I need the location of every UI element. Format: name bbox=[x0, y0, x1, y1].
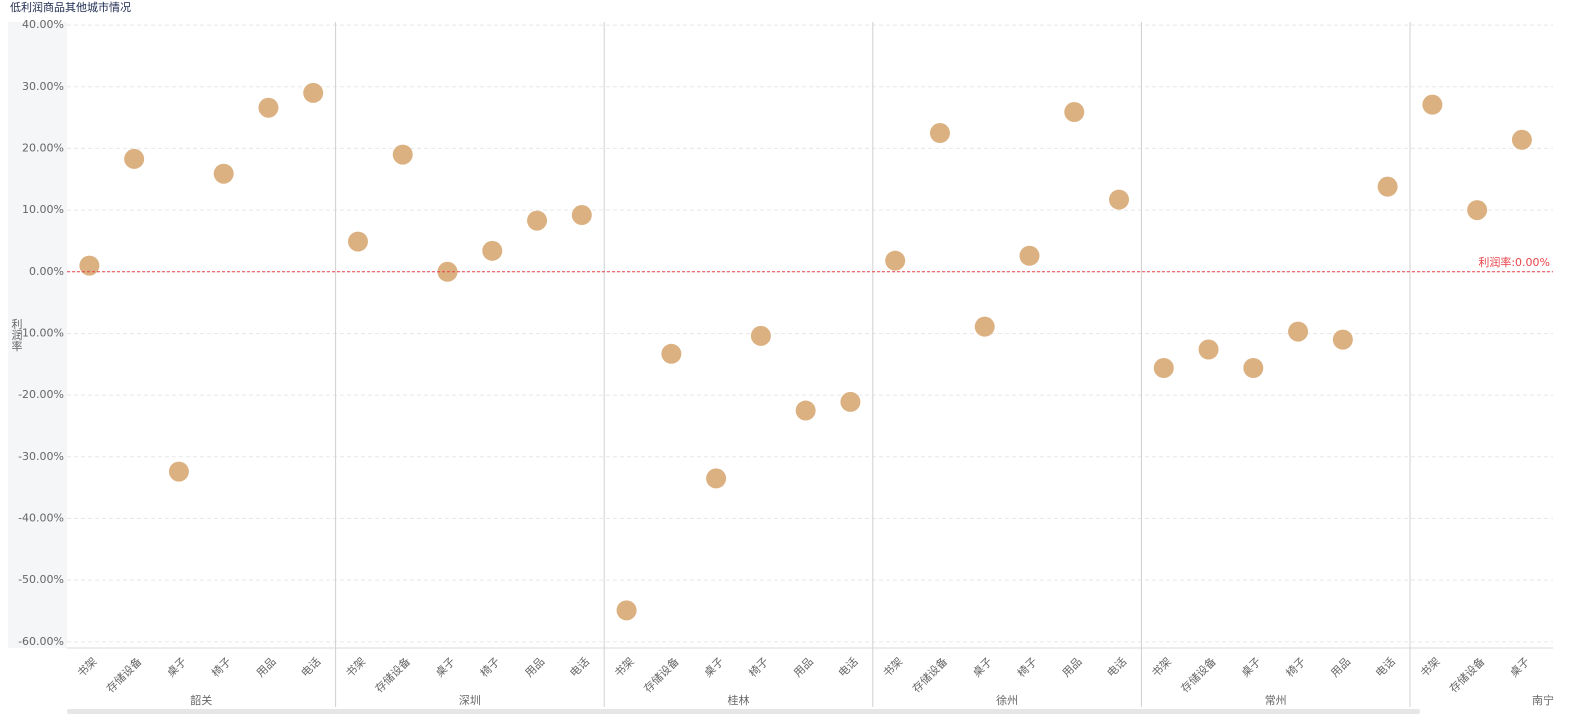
dot bbox=[258, 97, 279, 118]
x-tick-label: 用品 bbox=[1328, 655, 1353, 680]
x-tick-label: 书架 bbox=[1149, 655, 1174, 680]
x-tick-label: 椅子 bbox=[1283, 654, 1308, 679]
dot bbox=[1153, 357, 1174, 378]
dot bbox=[1511, 129, 1532, 150]
dot bbox=[661, 343, 682, 364]
x-tick-label: 桌子 bbox=[433, 655, 458, 680]
x-tick-label: 存储设备 bbox=[1178, 654, 1219, 695]
x-tick-label: 电话 bbox=[567, 655, 592, 680]
dot bbox=[124, 148, 145, 169]
dot bbox=[1377, 176, 1398, 197]
dot bbox=[347, 231, 368, 252]
x-tick-label: 书架 bbox=[612, 655, 637, 680]
x-tick-label: 存储设备 bbox=[103, 654, 144, 695]
y-tick-label: -40.00% bbox=[18, 511, 64, 524]
x-tick-label: 电话 bbox=[1373, 655, 1398, 680]
dot bbox=[1243, 357, 1264, 378]
group-label: 徐州 bbox=[996, 693, 1018, 707]
x-tick-label: 存储设备 bbox=[372, 654, 413, 695]
dot bbox=[213, 163, 234, 184]
dot bbox=[482, 240, 503, 261]
group-label: 桂林 bbox=[728, 693, 750, 707]
y-axis-label: 利润率 bbox=[10, 318, 23, 352]
x-tick-label: 桌子 bbox=[970, 655, 995, 680]
dot bbox=[1064, 102, 1085, 123]
dot bbox=[1332, 329, 1353, 350]
x-tick-label: 桌子 bbox=[164, 655, 189, 680]
x-tick-label: 桌子 bbox=[1507, 655, 1532, 680]
dot bbox=[706, 468, 727, 489]
x-tick-label: 桌子 bbox=[702, 655, 727, 680]
x-tick-label: 书架 bbox=[75, 655, 100, 680]
dot bbox=[1198, 339, 1219, 360]
dot bbox=[929, 123, 950, 144]
x-tick-label: 椅子 bbox=[746, 654, 771, 679]
dot bbox=[795, 400, 816, 421]
y-tick-label: 0.00% bbox=[29, 265, 64, 278]
x-tick-label: 书架 bbox=[1418, 655, 1443, 680]
group-label: 深圳 bbox=[459, 694, 481, 707]
y-tick-label: 20.00% bbox=[22, 141, 64, 154]
dot bbox=[571, 205, 592, 226]
dot bbox=[392, 144, 413, 165]
dot bbox=[974, 316, 995, 337]
dot bbox=[1019, 245, 1040, 266]
x-tick-label: 椅子 bbox=[1014, 654, 1039, 679]
dot bbox=[616, 600, 637, 621]
x-tick-label: 用品 bbox=[1060, 655, 1085, 680]
x-tick-label: 电话 bbox=[299, 655, 324, 680]
scrollbar[interactable] bbox=[67, 709, 1420, 714]
dot bbox=[1467, 200, 1488, 221]
x-tick-label: 电话 bbox=[1105, 655, 1130, 680]
dot bbox=[1422, 94, 1443, 115]
x-tick-label: 书架 bbox=[343, 655, 368, 680]
dot bbox=[168, 461, 189, 482]
x-tick-label: 存储设备 bbox=[1446, 654, 1487, 695]
y-axis-panel bbox=[8, 22, 67, 648]
x-tick-label: 用品 bbox=[791, 655, 816, 680]
x-tick-label: 桌子 bbox=[1239, 655, 1264, 680]
y-tick-label: 40.00% bbox=[22, 18, 64, 31]
reference-label: 利润率:0.00% bbox=[1478, 255, 1550, 269]
y-tick-label: -10.00% bbox=[18, 326, 64, 339]
group-label: 常州 bbox=[1265, 694, 1287, 707]
dot bbox=[1109, 189, 1130, 210]
x-tick-label: 存储设备 bbox=[909, 654, 950, 695]
dot bbox=[1288, 321, 1309, 342]
y-tick-label: -20.00% bbox=[18, 388, 64, 401]
y-tick-label: -50.00% bbox=[18, 573, 64, 586]
dot bbox=[79, 255, 100, 276]
dot bbox=[750, 325, 771, 346]
x-tick-label: 用品 bbox=[523, 655, 548, 680]
y-tick-label: 10.00% bbox=[22, 203, 64, 216]
group-label: 南宁 bbox=[1532, 693, 1554, 707]
x-tick-label: 电话 bbox=[836, 655, 861, 680]
dot bbox=[527, 210, 548, 231]
dot bbox=[840, 391, 861, 412]
x-tick-label: 椅子 bbox=[208, 654, 233, 679]
x-tick-label: 存储设备 bbox=[641, 654, 682, 695]
y-tick-label: -30.00% bbox=[18, 450, 64, 463]
chart-title: 低利润商品其他城市情况 bbox=[10, 0, 131, 14]
y-tick-label: -60.00% bbox=[18, 635, 64, 648]
group-label: 韶关 bbox=[190, 693, 212, 707]
x-tick-label: 书架 bbox=[881, 655, 906, 680]
x-tick-label: 用品 bbox=[254, 655, 279, 680]
dot bbox=[303, 82, 324, 103]
dot bbox=[885, 250, 906, 271]
y-tick-label: 30.00% bbox=[22, 80, 64, 93]
x-tick-label: 椅子 bbox=[477, 654, 502, 679]
